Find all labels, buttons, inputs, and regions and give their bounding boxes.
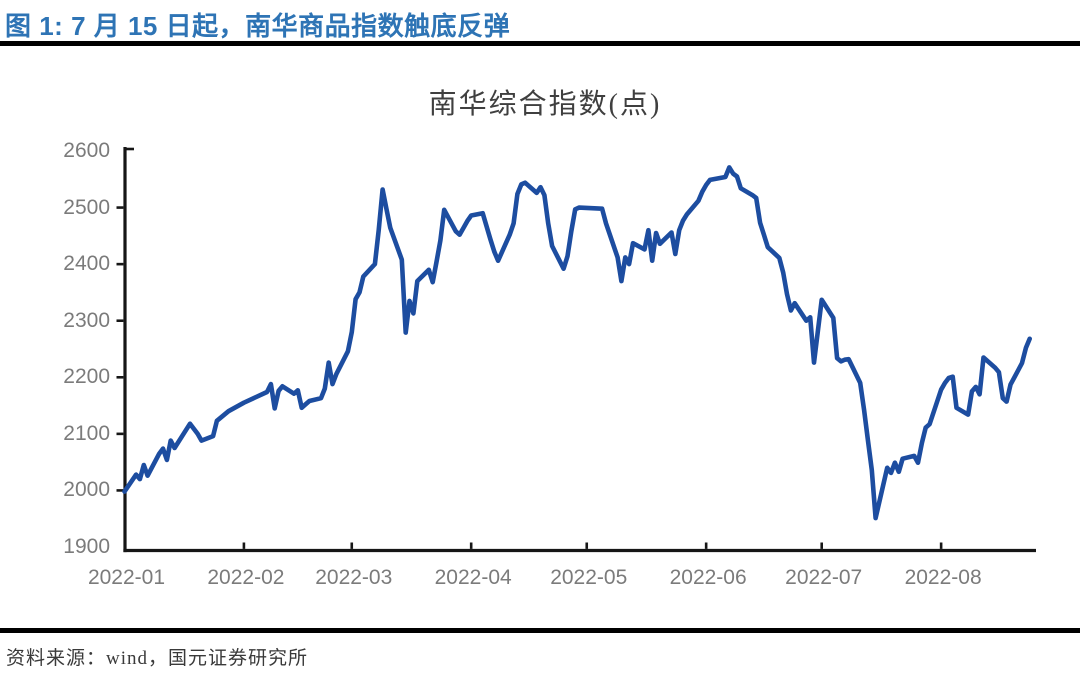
y-tick-label: 2300	[63, 308, 110, 332]
y-tick-label: 2600	[63, 139, 110, 162]
x-tick-label: 2022-03	[315, 566, 393, 589]
source-note: 资料来源：wind，国元证券研究所	[6, 648, 309, 669]
x-tick-label: 2022-06	[669, 566, 747, 589]
index-line-series	[122, 165, 1032, 521]
figure-title: 图 1: 7 月 15 日起，南华商品指数触底反弹	[5, 11, 511, 41]
x-tick-label: 2022-04	[434, 566, 512, 589]
y-tick-label: 2400	[63, 252, 110, 276]
y-tick-label: 2500	[63, 195, 110, 219]
y-tick-label: 2200	[63, 365, 110, 389]
title-underline-rule	[0, 41, 1080, 46]
x-tick-label: 2022-01	[87, 566, 166, 589]
x-tick-label: 2022-05	[550, 566, 628, 589]
footer-rule	[0, 628, 1080, 633]
x-tick-label: 2022-02	[207, 566, 285, 589]
x-tick-label: 2022-07	[785, 566, 863, 589]
chart-title: 南华综合指数(点)	[428, 89, 662, 120]
y-tick-label: 2000	[63, 478, 110, 502]
x-tick-label: 2022-08	[904, 566, 982, 589]
y-tick-label: 1900	[63, 535, 110, 558]
y-tick-label: 2100	[63, 421, 110, 445]
